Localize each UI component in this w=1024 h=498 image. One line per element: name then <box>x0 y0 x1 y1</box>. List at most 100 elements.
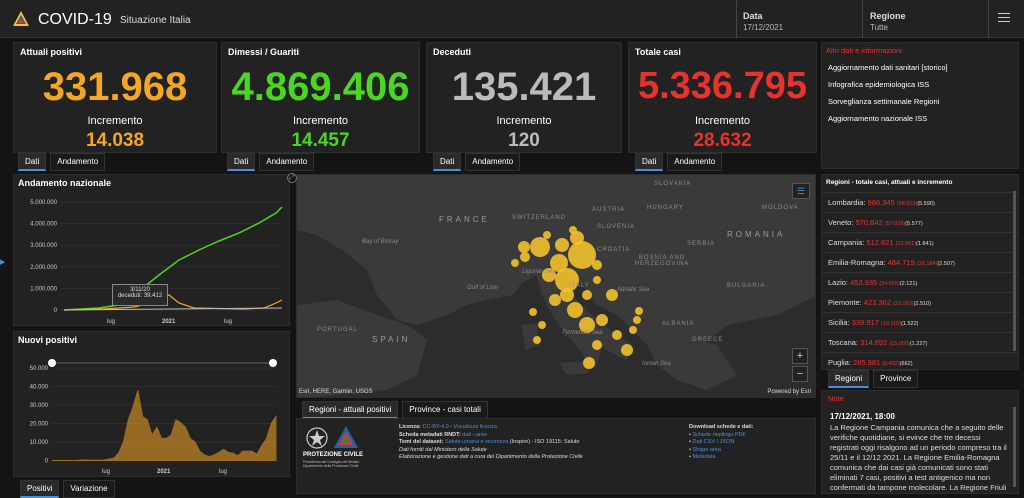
tab-regioni[interactable]: Regioni <box>828 370 870 388</box>
footer-elaborazione: Elaborazione e gestione dati a cura del … <box>399 454 583 460</box>
stat-inc-label: Incremento <box>87 115 143 127</box>
region-value[interactable]: Tutte <box>870 23 888 32</box>
date-value[interactable]: 17/12/2021 <box>743 23 784 32</box>
region-row[interactable]: Lombardia: 986.345 (58.913)(5.590) <box>822 193 1018 213</box>
map-label-tyrrhenian-sea: Tyrrhenian Sea <box>562 330 603 336</box>
nuovi-positivi-panel: Nuovi positivi 50.000 40.000 30.000 20.000 1… <box>13 331 290 477</box>
tab-variazione[interactable]: Variazione <box>63 480 115 498</box>
region-bubble <box>543 231 551 239</box>
visualizza-licenza-link[interactable]: Visualizza licenza <box>453 424 497 430</box>
expand-arrow-icon[interactable]: ▶ <box>0 259 6 266</box>
stat-tabs-deceduti: Dati Andamento <box>433 153 521 171</box>
region-bubble <box>633 316 641 324</box>
stat-title: Dimessi / Guariti <box>228 47 300 57</box>
tab-province-casi[interactable]: Province - casi totali <box>402 401 488 419</box>
stat-value: 135.421 <box>451 65 597 109</box>
tab-dati[interactable]: Dati <box>18 153 47 171</box>
y-tick: 20.000 <box>30 422 49 428</box>
map-label-hungary: HUNGARY <box>647 205 684 211</box>
temi-link[interactable]: Salute umana e sicurezza <box>445 439 509 445</box>
stat-inc-value: 120 <box>508 130 540 151</box>
region-bubble <box>520 252 530 262</box>
tab-dati[interactable]: Dati <box>635 153 664 171</box>
map-label-ionian-sea: Ionian Sea <box>642 361 671 367</box>
y-tick: 10.000 <box>30 440 49 446</box>
tab-andamento[interactable]: Andamento <box>465 153 521 171</box>
menu-icon[interactable] <box>998 13 1010 22</box>
stat-panel-dimessi: Dimessi / Guariti 4.869.406 Incremento 1… <box>221 42 420 153</box>
link-infografica[interactable]: Infografica epidemiologica ISS <box>828 80 930 89</box>
region-row[interactable]: Veneto: 570.842 (57.038)(5.577) <box>822 213 1018 233</box>
link-sorveglianza[interactable]: Sorveglianza settimanale Regioni <box>828 97 940 106</box>
map-panel[interactable]: FRANCE SWITZERLAND AUSTRIA SLOVAKIA HUNG… <box>296 174 816 398</box>
licenza-link[interactable]: CC-BY-4.0 <box>422 424 449 430</box>
map-label-bosnia: BOSNIA AND HERZEGOVINA <box>634 255 690 267</box>
region-row[interactable]: Lazio: 452.935 (34.655)(2.121) <box>822 273 1018 293</box>
region-bubble <box>511 259 519 267</box>
tab-dati[interactable]: Dati <box>227 153 256 171</box>
region-bubble <box>621 344 633 356</box>
region-row[interactable]: Puglia: 285.981 (6.492)(662) <box>822 353 1018 369</box>
region-row[interactable]: Campania: 512.821 (23.991)(1.841) <box>822 233 1018 253</box>
region-row[interactable]: Sicilia: 339.917 (19.118)(1.522) <box>822 313 1018 333</box>
tab-province[interactable]: Province <box>873 370 919 388</box>
x-tick: lug <box>102 469 110 475</box>
note-date: 17/12/2021, 18:00 <box>830 412 895 421</box>
tab-dati[interactable]: Dati <box>433 153 462 171</box>
metadati-aree-link[interactable]: aree <box>476 431 488 438</box>
download-shape-link[interactable]: Shape area <box>692 446 721 453</box>
x-tick: lug <box>107 319 115 325</box>
map-bubbles[interactable] <box>511 226 643 369</box>
map-label-albania: ALBANIA <box>662 321 695 327</box>
zoom-out-button[interactable]: − <box>792 366 808 382</box>
stat-inc-label: Incremento <box>292 115 349 127</box>
info-links-title: Altri dati e informazioni <box>826 46 902 55</box>
region-bubble <box>635 307 643 315</box>
tab-andamento[interactable]: Andamento <box>259 153 315 171</box>
tab-andamento[interactable]: Andamento <box>667 153 723 171</box>
protezione-civile-logo-icon <box>13 11 29 26</box>
regions-scrollbar[interactable] <box>1013 191 1016 351</box>
region-bubble <box>550 254 568 272</box>
map-label-adriatic-sea: Adriatic Sea <box>617 287 650 293</box>
y-tick: 30.000 <box>30 403 49 409</box>
legend-list-icon[interactable]: ☰ <box>792 183 810 199</box>
zoom-in-button[interactable]: + <box>792 348 808 364</box>
region-bubble <box>568 241 596 269</box>
note-text: La Regione Campania comunica che a segui… <box>830 423 1007 492</box>
nuovi-tabs: Positivi Variazione <box>20 480 115 498</box>
region-bubble <box>542 268 556 282</box>
y-tick: 40.000 <box>30 385 49 391</box>
note-scrollbar[interactable] <box>1013 407 1016 487</box>
stat-title: Totale casi <box>635 47 681 57</box>
map-powered-by: Powered by Esri <box>767 389 811 395</box>
region-row[interactable]: Piemonte: 423.362 (23.263)(2.510) <box>822 293 1018 313</box>
map-label-austria: AUSTRIA <box>592 207 626 213</box>
tab-andamento[interactable]: Andamento <box>50 153 106 171</box>
stat-inc-value: 14.038 <box>85 130 145 151</box>
map-label-bay-of-biscay: Bay of Biscay <box>362 239 399 245</box>
stat-title: Deceduti <box>433 47 472 57</box>
map-canvas <box>297 175 815 397</box>
region-bubble <box>555 238 569 252</box>
download-pdf-link[interactable]: Schede riepilogo PDF <box>692 431 746 438</box>
expand-icon[interactable]: ⤢ <box>287 173 297 183</box>
tab-positivi[interactable]: Positivi <box>20 480 60 498</box>
info-links-panel: Altri dati e informazioni Aggiornamento … <box>821 42 1019 169</box>
download-csv-link[interactable]: Dati CSV / JSON <box>692 439 735 445</box>
region-bubble <box>606 289 618 301</box>
link-dati-sanitari[interactable]: Aggiornamento dati sanitari [storico] <box>828 63 948 72</box>
stat-inc-label: Incremento <box>694 115 751 127</box>
metadati-dati-link[interactable]: dati <box>462 431 472 438</box>
nuovi-chart[interactable]: 50.000 40.000 30.000 20.000 10.000 0 lug 2021… <box>14 332 291 478</box>
region-row[interactable]: Emilia-Romagna: 484.719 (38.184)(2.507) <box>822 253 1018 273</box>
download-metadata-link[interactable]: Metadata <box>692 454 716 460</box>
stat-title: Attuali positivi <box>20 47 83 57</box>
andamento-panel: Andamento nazionale 5.000.000 4.000.000 3.… <box>13 173 297 326</box>
note-panel: Note 17/12/2021, 18:00 La Regione Campan… <box>821 390 1019 494</box>
regions-list[interactable]: Lombardia: 986.345 (58.913)(5.590) Veneto… <box>822 193 1018 369</box>
region-row[interactable]: Toscana: 314.692 (15.080)(1.227) <box>822 333 1018 353</box>
tab-regioni-attuali[interactable]: Regioni - attuali positivi <box>302 401 399 419</box>
map-label-serbia: SERBIA <box>687 241 716 247</box>
link-aggiornamento-iss[interactable]: Aggiornamento nazionale ISS <box>828 114 928 123</box>
